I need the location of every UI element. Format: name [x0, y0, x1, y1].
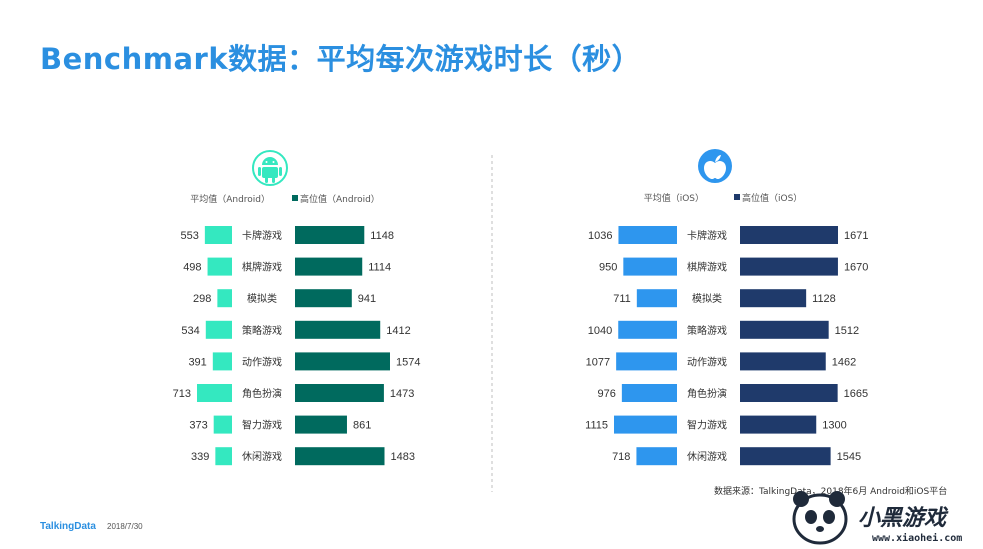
ios-legend-avg: 平均值（iOS）: [644, 192, 704, 204]
android-high-label: 861: [353, 420, 371, 432]
ios-high-label: 1665: [844, 388, 868, 400]
watermark-logo-text: 小黑游戏: [858, 506, 947, 531]
ios-category-label: 角色扮演: [687, 387, 727, 400]
ios-category-label: 休闲游戏: [687, 450, 727, 463]
android-avg-label: 713: [173, 388, 191, 400]
android-high-label: 1574: [396, 356, 420, 368]
ios-avg-label: 1036: [588, 230, 612, 242]
ios-category-label: 智力游戏: [687, 419, 727, 432]
ios-avg-bar: [623, 257, 677, 276]
ios-high-bar: [740, 384, 838, 402]
page-title: Benchmark数据：平均每次游戏时长（秒）: [40, 42, 642, 76]
android-high-label: 1114: [368, 262, 391, 274]
ios-category-label: 策略游戏: [687, 324, 727, 337]
ios-avg-label: 1077: [586, 356, 610, 368]
android-high-bar: [295, 384, 384, 402]
ios-avg-bar: [621, 384, 677, 402]
ios-avg-bar: [618, 226, 677, 244]
android-high-bar: [295, 415, 347, 434]
ios-legend-high-swatch: [734, 194, 740, 200]
android-high-bar: [295, 257, 363, 276]
ios-high-label: 1462: [832, 356, 856, 368]
ios-avg-label: 950: [599, 262, 617, 274]
android-category-label: 模拟类: [247, 292, 277, 305]
android-high-label: 1148: [370, 230, 394, 242]
android-high-bar: [295, 320, 381, 339]
ios-high-bar: [740, 257, 838, 276]
android-avg-bar: [215, 447, 232, 466]
apple-icon: [698, 149, 732, 183]
android-legend-high: 高位值（Android）: [300, 193, 380, 205]
ios-high-bar: [740, 289, 807, 308]
android-avg-bar: [212, 352, 232, 371]
ios-category-label: 卡牌游戏: [687, 229, 727, 242]
android-category-label: 卡牌游戏: [242, 229, 282, 242]
android-high-bar: [295, 289, 352, 308]
ios-avg-label: 1115: [585, 420, 608, 432]
ios-avg-bar: [636, 289, 677, 308]
android-avg-label: 553: [180, 230, 198, 242]
ios-high-bar: [740, 447, 831, 466]
android-high-bar: [295, 447, 385, 466]
ios-avg-label: 976: [597, 388, 615, 400]
ios-avg-bar: [614, 415, 677, 434]
android-category-label: 动作游戏: [242, 355, 282, 368]
ios-avg-bar: [636, 447, 677, 466]
ios-high-label: 1545: [837, 451, 861, 463]
android-avg-bar: [204, 226, 232, 244]
ios-high-label: 1670: [844, 262, 868, 274]
android-avg-label: 298: [193, 293, 211, 305]
android-avg-bar: [217, 289, 232, 308]
footer-brand: TalkingData: [40, 521, 96, 532]
android-category-label: 角色扮演: [242, 387, 282, 400]
android-icon: [252, 150, 288, 186]
watermark-panda-logo: [792, 491, 848, 545]
footer-date: 2018/7/30: [107, 522, 143, 531]
android-category-label: 棋牌游戏: [242, 261, 282, 274]
android-category-label: 策略游戏: [242, 324, 282, 337]
ios-high-bar: [740, 415, 817, 434]
ios-high-label: 1512: [835, 325, 859, 337]
android-legend-high-swatch: [292, 195, 298, 201]
ios-avg-label: 711: [613, 293, 631, 305]
ios-avg-label: 1040: [588, 325, 612, 337]
android-avg-label: 534: [181, 325, 199, 337]
ios-avg-label: 718: [612, 451, 630, 463]
ios-legend-high: 高位值（iOS）: [742, 192, 802, 204]
android-high-bar: [295, 226, 365, 244]
ios-category-label: 模拟类: [692, 292, 722, 305]
ios-high-label: 1300: [822, 420, 846, 432]
ios-category-label: 棋牌游戏: [687, 261, 727, 274]
android-avg-label: 391: [188, 356, 206, 368]
android-avg-bar: [213, 415, 232, 434]
android-avg-bar: [207, 257, 232, 276]
watermark-url: www.xiaohei.com: [872, 533, 963, 544]
data-source-note: 数据来源：TalkingData，2018年6月 Android和iOS平台: [714, 487, 948, 497]
android-avg-bar: [205, 320, 232, 339]
android-high-label: 1473: [390, 388, 414, 400]
ios-high-label: 1128: [812, 293, 836, 305]
android-legend-avg: 平均值（Android）: [190, 193, 270, 205]
android-high-bar: [295, 352, 390, 371]
android-avg-label: 498: [183, 262, 201, 274]
ios-high-label: 1671: [844, 230, 868, 242]
android-high-label: 1483: [391, 451, 415, 463]
ios-avg-bar: [616, 352, 677, 371]
ios-avg-bar: [618, 320, 677, 339]
ios-high-bar: [740, 320, 829, 339]
ios-high-bar: [740, 352, 826, 371]
android-category-label: 智力游戏: [242, 419, 282, 432]
ios-chart: 平均值（iOS） 高位值（iOS） 1036 卡牌游戏 1671 950 棋牌游戏 1670 7…: [585, 192, 868, 466]
android-high-label: 1412: [386, 325, 410, 337]
android-chart: 平均值（Android） 高位值（Android） 553 卡牌游戏 1148 498 棋牌…: [173, 193, 420, 466]
android-avg-label: 339: [191, 451, 209, 463]
android-avg-bar: [197, 384, 232, 402]
ios-category-label: 动作游戏: [687, 355, 727, 368]
android-high-label: 941: [358, 293, 376, 305]
android-avg-label: 373: [189, 420, 207, 432]
android-category-label: 休闲游戏: [242, 450, 282, 463]
ios-high-bar: [740, 226, 838, 244]
